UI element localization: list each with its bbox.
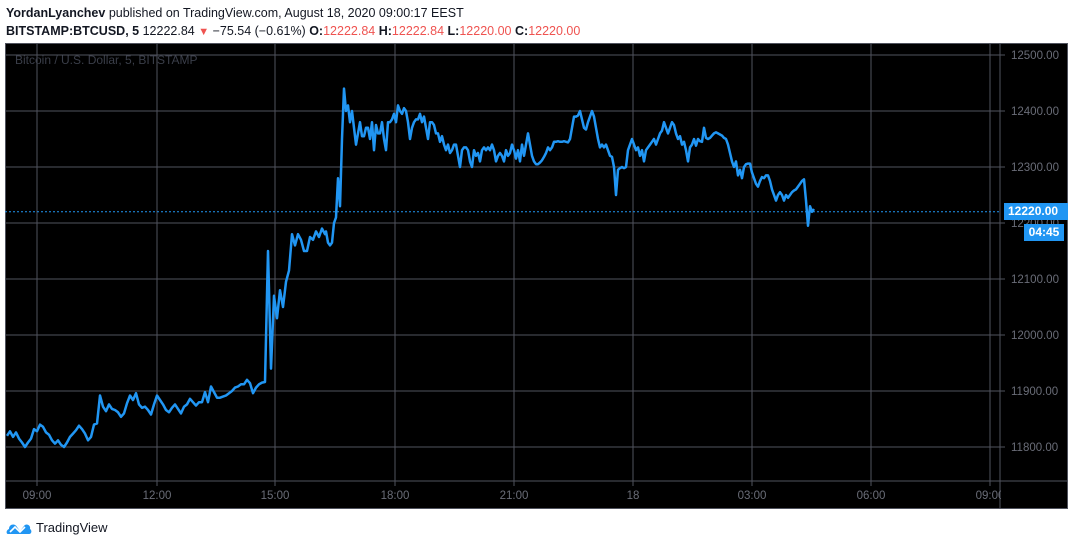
author-line: YordanLyanchev published on TradingView.… — [6, 4, 580, 22]
time-tick-label: 18 — [627, 490, 640, 502]
low-label: L: — [447, 24, 460, 38]
time-tick-label: 03:00 — [738, 490, 767, 502]
price-axis[interactable]: 12500.0012400.0012300.0012200.0012100.00… — [1011, 50, 1059, 454]
price-tick-label: 12500.00 — [1011, 50, 1059, 62]
brand-name: TradingView — [36, 520, 108, 535]
low-value: 12220.00 — [459, 24, 512, 38]
price-tick-label: 11800.00 — [1011, 442, 1058, 454]
tradingview-cloud-icon — [6, 524, 32, 534]
open-value: 12222.84 — [323, 24, 376, 38]
high-label: H: — [378, 24, 392, 38]
grid-lines — [5, 43, 1005, 486]
price-tick-label: 12300.00 — [1011, 162, 1059, 174]
down-triangle-icon: ▼ — [198, 26, 210, 38]
time-tick-label: 09:00 — [23, 490, 52, 502]
time-tick-label: 18:00 — [381, 490, 410, 502]
time-tick-label: 06:00 — [857, 490, 886, 502]
open-label: O: — [309, 24, 324, 38]
last-price: 12222.84 — [142, 24, 195, 38]
footer-brand[interactable]: TradingView — [6, 520, 108, 535]
time-axis[interactable]: 09:00 12:00 15:00 18:00 21:00 18 03:00 06:00 09:… — [23, 482, 1067, 508]
time-tick-label: 15:00 — [261, 490, 290, 502]
bar-countdown-tag: 04:45 — [1024, 224, 1064, 241]
author-name[interactable]: YordanLyanchev — [6, 6, 106, 20]
symbol-line: BITSTAMP:BTCUSD, 5 12222.84 ▼ −75.54 (−0… — [6, 22, 580, 41]
chart-legend: Bitcoin / U.S. Dollar, 5, BITSTAMP — [15, 53, 198, 67]
published-text: published on TradingView.com, August 18,… — [108, 6, 464, 20]
price-line — [5, 87, 816, 449]
close-label: C: — [514, 24, 529, 38]
time-tick-label: 09:00 — [976, 490, 1005, 502]
chart-panel[interactable] — [5, 43, 1068, 509]
symbol-name: BITSTAMP:BTCUSD, 5 — [6, 24, 140, 38]
price-tick-label: 12400.00 — [1011, 106, 1059, 118]
price-tick-label: 12000.00 — [1011, 330, 1059, 342]
price-tick-label: 11900.00 — [1011, 386, 1058, 398]
close-value: 12220.00 — [528, 24, 581, 38]
time-tick-label: 21:00 — [500, 490, 529, 502]
time-tick-label: 12:00 — [143, 490, 172, 502]
high-value: 12222.84 — [391, 24, 445, 38]
price-change: −75.54 (−0.61%) — [212, 24, 306, 38]
current-price-tag: 12220.00 — [1004, 203, 1068, 220]
price-tick-label: 12100.00 — [1011, 274, 1059, 286]
publication-header: YordanLyanchev published on TradingView.… — [6, 4, 580, 41]
